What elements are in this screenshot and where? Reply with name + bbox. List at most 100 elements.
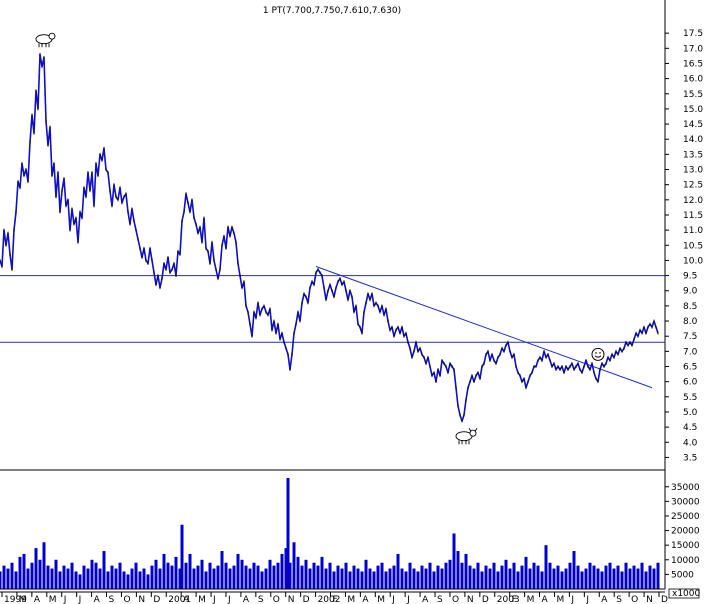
volume-bar: [18, 556, 22, 589]
volume-bar: [10, 562, 14, 589]
volume-unit-box: [668, 588, 700, 599]
x-tick-label: M: [49, 595, 57, 604]
volume-bar: [82, 565, 86, 589]
price-tick-label: 15.5: [683, 90, 703, 100]
volume-bar: [476, 562, 480, 589]
volume-bar: [74, 571, 78, 589]
volume-bar: [70, 562, 74, 589]
volume-bar: [500, 565, 504, 589]
volume-bar: [126, 574, 130, 589]
x-tick-label: O: [123, 595, 130, 604]
volume-bar: [102, 551, 106, 589]
volume-bar: [400, 568, 404, 589]
volume-bar: [252, 562, 256, 589]
volume-bar: [596, 568, 600, 589]
volume-bar: [118, 562, 122, 589]
volume-bar: [600, 571, 604, 589]
volume-bar: [556, 565, 560, 589]
volume-bar: [632, 565, 636, 589]
x-tick-label: A: [362, 595, 369, 604]
volume-bar: [580, 571, 584, 589]
x-tick-label: S: [109, 595, 115, 604]
x-tick-label: J: [63, 595, 67, 604]
volume-bar: [384, 571, 388, 589]
price-tick-label: 5.0: [683, 408, 698, 418]
volume-axis: 5000 10000 15000 20000 25000 30000 35000 x1000: [665, 483, 701, 599]
volume-bar: [216, 565, 220, 589]
volume-bar: [640, 562, 644, 589]
price-tick-label: 5.5: [683, 393, 697, 403]
x-tick-label: A: [34, 595, 41, 604]
price-tick-label: 14.5: [683, 120, 703, 130]
volume-bar: [46, 565, 50, 589]
volume-bar: [592, 565, 596, 589]
animal-head: [48, 32, 56, 40]
x-tick-label: A: [183, 595, 190, 604]
volume-bar: [352, 565, 356, 589]
volume-bar: [14, 571, 18, 589]
volume-bar: [2, 565, 6, 589]
x-tick-label: J: [585, 595, 589, 604]
volume-bar: [404, 571, 408, 589]
volume-bar: [286, 478, 290, 589]
volume-bar: [512, 562, 516, 589]
volume-bar: [280, 553, 284, 589]
volume-bar: [138, 571, 142, 589]
x-tick-label: S: [616, 595, 622, 604]
bull-horns: [468, 427, 478, 432]
volume-bar: [212, 568, 216, 589]
x-tick-label: M: [556, 595, 564, 604]
volume-bar: [452, 533, 456, 589]
volume-bar: [154, 559, 158, 589]
x-tick-label: O: [452, 595, 459, 604]
volume-bar: [364, 559, 368, 589]
x-tick-label: 2001: [168, 595, 191, 604]
x-tick-label: S: [258, 595, 264, 604]
volume-bar: [34, 548, 38, 589]
x-tick-label: 1999: [4, 595, 27, 604]
volume-bar: [192, 568, 196, 589]
volume-bar: [392, 565, 396, 589]
volume-bar: [312, 562, 316, 589]
smiley-face: [591, 347, 605, 361]
volume-bar: [30, 562, 34, 589]
volume-bar: [620, 571, 624, 589]
volume-bar: [110, 565, 114, 589]
volume-bar: [568, 562, 572, 589]
volume-bar: [208, 562, 212, 589]
volume-bar: [320, 556, 324, 589]
trend-line: [315, 266, 653, 389]
x-tick-label: N: [646, 595, 653, 604]
volume-bar: [114, 568, 118, 589]
volume-bar: [288, 562, 292, 589]
volume-bar: [0, 571, 2, 589]
volume-bar: [22, 553, 26, 589]
volume-bar: [344, 562, 348, 589]
volume-bar: [508, 568, 512, 589]
volume-bar: [134, 562, 138, 589]
volume-bar: [544, 545, 548, 589]
x-tick-label: M: [347, 595, 355, 604]
volume-bar: [488, 568, 492, 589]
volume-bar: [412, 568, 416, 589]
volume-bar: [584, 568, 588, 589]
volume-bar: [428, 562, 432, 589]
volume-bar: [552, 568, 556, 589]
volume-bar: [348, 571, 352, 589]
x-tick-label: J: [227, 595, 231, 604]
price-tick-label: 16.5: [683, 59, 703, 69]
volume-bar: [504, 559, 508, 589]
volume-bar: [424, 568, 428, 589]
price-tick-label: 13.5: [683, 150, 703, 160]
x-tick-label: J: [212, 595, 216, 604]
x-tick-label: N: [467, 595, 474, 604]
price-tick-label: 3.5: [683, 453, 697, 463]
volume-bar: [256, 565, 260, 589]
volume-bar: [292, 542, 296, 589]
x-tick-label: A: [243, 595, 250, 604]
volume-bar: [232, 565, 236, 589]
volume-bar: [184, 562, 188, 589]
volume-bar: [656, 562, 660, 589]
volume-bar: [78, 574, 82, 589]
